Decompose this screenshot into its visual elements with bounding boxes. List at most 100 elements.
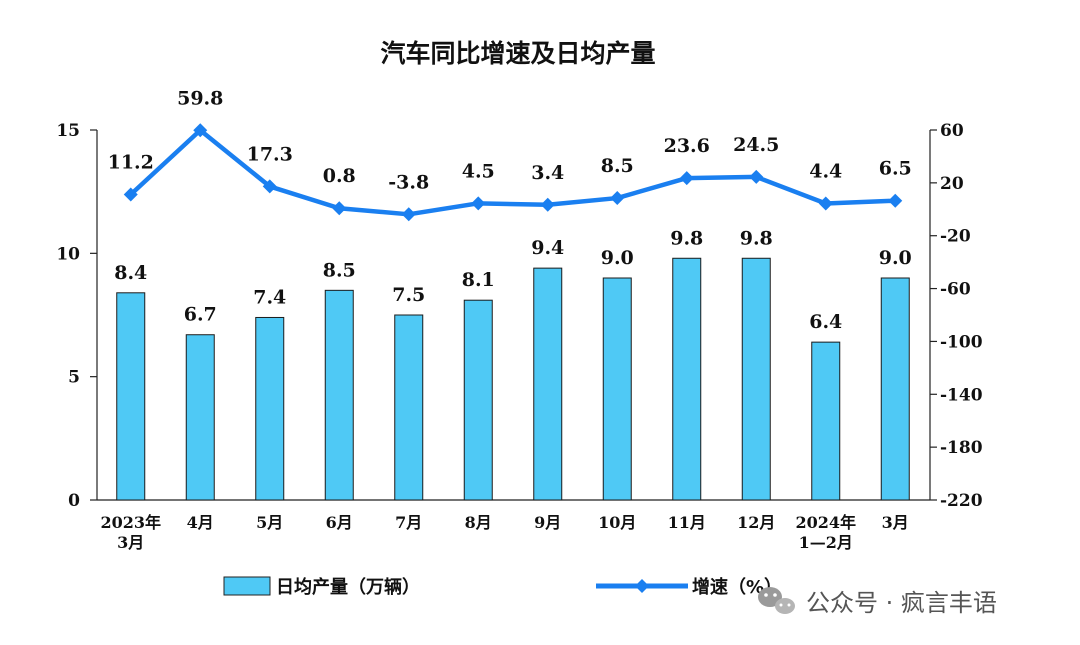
right-tick-label: -100 xyxy=(940,332,983,352)
line-marker xyxy=(610,191,625,206)
category-label-line: 9月 xyxy=(534,513,561,532)
category-label-line: 3月 xyxy=(882,513,909,532)
data-labels: 8.4 6.7 7.4 8.5 7.5 8.1 9.4 9.0 9.8 9.8 6.4 9.0 11.2… xyxy=(108,87,912,333)
line-marker xyxy=(471,196,486,211)
bar-value-label: 8.4 xyxy=(114,262,147,284)
bar xyxy=(741,257,771,501)
line-value-label: 0.8 xyxy=(323,165,356,187)
category-label: 3月 xyxy=(882,513,909,532)
wechat-icon xyxy=(758,587,795,614)
line-value-label: -3.8 xyxy=(388,171,429,193)
bar-value-label: 9.4 xyxy=(531,237,564,259)
line-marker xyxy=(262,179,277,194)
category-label: 6月 xyxy=(326,513,353,532)
category-label: 5月 xyxy=(256,513,283,532)
line-marker xyxy=(749,169,764,184)
left-tick-label: 10 xyxy=(56,244,80,264)
bar-value-label: 7.4 xyxy=(253,286,286,308)
right-tick-label: -180 xyxy=(940,438,983,458)
line-value-label: 24.5 xyxy=(733,134,779,156)
line-marker xyxy=(123,187,138,202)
bar xyxy=(463,299,493,501)
category-label-line: 4月 xyxy=(187,513,214,532)
right-tick-label: 20 xyxy=(940,174,964,194)
category-label: 11月 xyxy=(668,513,706,532)
line-marker xyxy=(332,201,347,216)
right-tick-label: -20 xyxy=(940,227,971,247)
watermark: 公众号 · 疯言丰语 xyxy=(758,587,997,617)
growth-line xyxy=(129,128,896,217)
line-marker xyxy=(540,197,555,212)
right-tick-label: -220 xyxy=(940,491,983,511)
bar xyxy=(602,277,632,501)
category-label-line: 1—2月 xyxy=(799,533,853,552)
category-label: 8月 xyxy=(465,513,492,532)
left-tick-label: 15 xyxy=(56,121,80,141)
chart-title: 汽车同比增速及日均产量 xyxy=(380,39,655,68)
bar xyxy=(324,289,354,501)
category-label-line: 8月 xyxy=(465,513,492,532)
legend-bar-label: 日均产量（万辆） xyxy=(276,576,420,598)
line-value-label: 59.8 xyxy=(177,87,223,109)
bar xyxy=(185,334,215,501)
category-label-line: 2024年 xyxy=(795,513,856,532)
category-label-line: 11月 xyxy=(668,513,706,532)
line-marker xyxy=(679,171,694,186)
bar-series xyxy=(116,257,910,501)
category-label-line: 6月 xyxy=(326,513,353,532)
right-tick-label: -60 xyxy=(940,280,971,300)
bar-value-label: 6.4 xyxy=(809,311,842,333)
bar-value-label: 6.7 xyxy=(184,304,217,326)
line-value-label: 3.4 xyxy=(531,162,564,184)
category-label-line: 10月 xyxy=(598,513,636,532)
bar xyxy=(116,292,146,501)
category-label: 4月 xyxy=(187,513,214,532)
line-marker xyxy=(888,193,903,208)
line-value-label: 23.6 xyxy=(664,135,710,157)
category-label: 7月 xyxy=(395,513,422,532)
bar xyxy=(880,277,910,501)
bar-value-label: 9.8 xyxy=(670,227,703,249)
bar-value-label: 9.0 xyxy=(879,247,912,269)
bar-value-label: 8.1 xyxy=(462,269,495,291)
line-value-label: 4.4 xyxy=(809,160,842,182)
bar xyxy=(394,314,424,501)
category-label: 2024年 1—2月 xyxy=(795,513,856,552)
line-series xyxy=(123,123,903,222)
category-label-line: 7月 xyxy=(395,513,422,532)
category-label-line: 12月 xyxy=(737,513,775,532)
legend-bar-swatch xyxy=(223,576,271,596)
line-value-label: 6.5 xyxy=(879,158,912,180)
bar-value-label: 9.0 xyxy=(601,247,634,269)
line-value-label: 11.2 xyxy=(108,151,154,173)
bar-value-label: 8.5 xyxy=(323,259,356,281)
category-label: 2023年 3月 xyxy=(100,513,161,552)
bar xyxy=(533,267,563,501)
watermark-text: 公众号 · 疯言丰语 xyxy=(806,589,997,617)
category-label-line: 3月 xyxy=(117,533,144,552)
right-tick-label: -140 xyxy=(940,385,983,405)
line-marker xyxy=(818,196,833,211)
category-label: 9月 xyxy=(534,513,561,532)
line-value-label: 4.5 xyxy=(462,160,495,182)
bar xyxy=(255,316,285,501)
line-marker xyxy=(401,207,416,222)
category-label-line: 5月 xyxy=(256,513,283,532)
left-tick-label: 5 xyxy=(68,368,80,388)
line-marker xyxy=(193,123,208,138)
right-tick-label: 60 xyxy=(940,121,964,141)
category-label: 10月 xyxy=(598,513,636,532)
axes: 0 5 10 15 60 20 -20 -60 -100 -140 -180 -220 xyxy=(56,121,982,511)
bar xyxy=(672,257,702,501)
bar-value-label: 9.8 xyxy=(740,227,773,249)
line-value-label: 17.3 xyxy=(247,143,293,165)
left-tick-label: 0 xyxy=(68,491,80,511)
category-label: 12月 xyxy=(737,513,775,532)
bar xyxy=(811,341,841,501)
category-label-line: 2023年 xyxy=(100,513,161,532)
legend: 日均产量（万辆） 增速（%） xyxy=(223,576,782,598)
legend-line-marker xyxy=(635,579,649,593)
bar-value-label: 7.5 xyxy=(392,284,425,306)
